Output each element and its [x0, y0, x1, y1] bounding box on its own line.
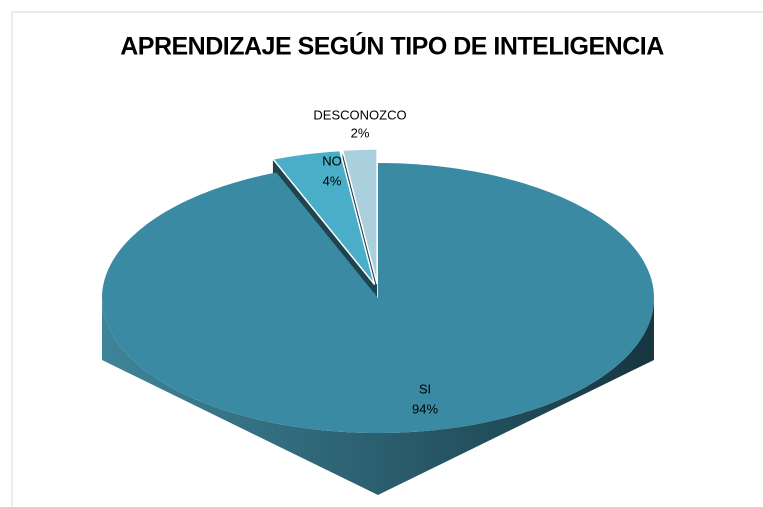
slice-category-label: DESCONOZCO [313, 107, 406, 122]
chart-border [11, 11, 763, 507]
pie-slice [341, 148, 378, 285]
slice-category-label: NO [322, 153, 342, 168]
pie-slice [271, 149, 376, 285]
chart-title: APRENDIZAJE SEGÚN TIPO DE INTELIGENCIA [120, 31, 664, 61]
pie-side [102, 298, 654, 495]
slice-value-label: 94% [412, 401, 438, 416]
slice-value-label: 2% [351, 125, 370, 140]
slice-category-label: SI [419, 381, 431, 396]
pie-slice [102, 163, 654, 433]
slice-value-label: 4% [323, 173, 342, 188]
